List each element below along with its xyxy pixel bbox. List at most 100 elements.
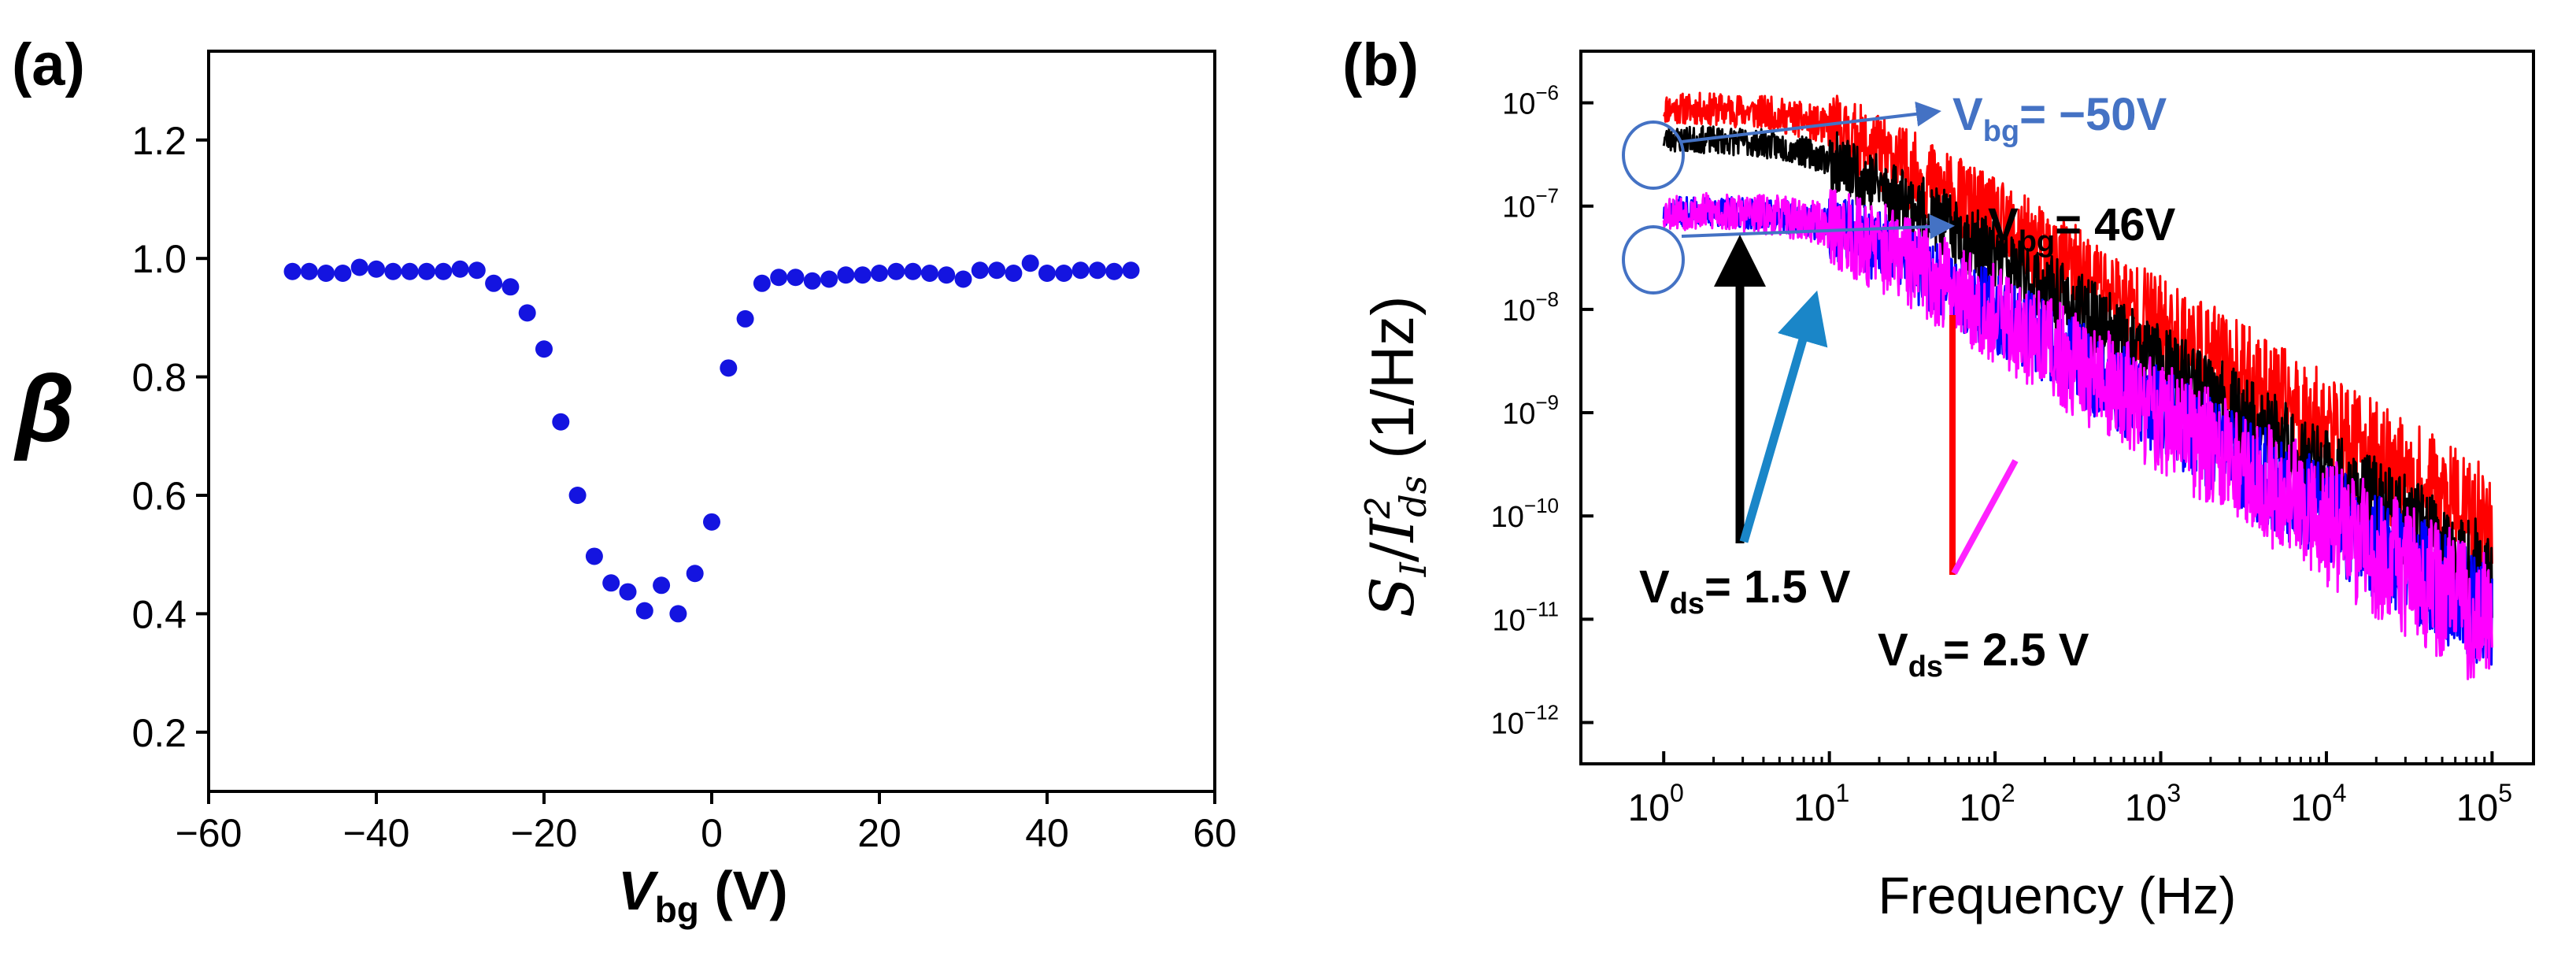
panel-b-y-tick-label: 10−9 — [1502, 391, 1559, 431]
panel-a-data-point — [602, 574, 620, 592]
panel-a-x-tick-label: 40 — [1025, 811, 1069, 855]
label-vbg-bottom: Vbg= 46V — [1988, 199, 2176, 258]
panel-a-data-point — [435, 262, 453, 280]
panel-a-xlabel-main: V — [618, 860, 659, 921]
panel-a-data-point — [720, 359, 738, 377]
panel-a-data-point — [904, 262, 922, 280]
panel-b-x-tick-label: 105 — [2456, 779, 2512, 829]
panel-b-ylabel-i-sub: ds — [1392, 476, 1434, 517]
panel-b-y-tick-label: 10−12 — [1491, 701, 1559, 741]
panel-a-x-tick-label: 0 — [701, 811, 723, 855]
panel-a-data-point — [502, 278, 520, 296]
label-vds-low-text: = 1.5 V — [1704, 561, 1851, 613]
panel-b-series — [1662, 91, 2493, 680]
panel-a-data-point — [300, 262, 318, 280]
panel-a-data-point — [1088, 261, 1106, 280]
panel-a-data-point — [736, 309, 754, 328]
panel-a-data-point — [1105, 262, 1123, 280]
panel-a-data-point — [1021, 254, 1039, 272]
panel-a-data-point — [468, 261, 486, 280]
panel-b-xlabel: Frequency (Hz) — [1878, 866, 2237, 924]
arrow-vds-low-teal — [1739, 290, 1828, 543]
panel-a-y-tick-label: 0.4 — [131, 592, 187, 636]
panel-a-y-tick-label: 0.6 — [131, 474, 187, 518]
panel-a: (a) β 0.2 0.4 0.6 0.8 1.0 1.2 −60 −40 −20 0 20 40 6… — [12, 31, 1237, 930]
panel-a-x-tick-label: −60 — [176, 811, 242, 855]
panel-a-data-point — [669, 605, 687, 623]
label-vds-high-sub: ds — [1908, 650, 1943, 684]
label-vbg-top-v: V — [1952, 89, 1983, 140]
panel-a-data-point — [1005, 265, 1023, 282]
panel-b-x-tick-label: 104 — [2290, 779, 2346, 829]
panel-a-data-point — [853, 266, 872, 284]
panel-a-data-point — [653, 576, 671, 595]
panel-a-data-point — [350, 258, 368, 276]
panel-a-data-point — [753, 274, 771, 292]
panel-a-data-point — [401, 262, 419, 280]
circle-top-marker — [1622, 120, 1685, 190]
panel-a-data-point — [317, 265, 335, 282]
panel-a-data-point — [451, 260, 469, 278]
panel-a-data-point — [871, 265, 888, 282]
panel-b-ylabel-s-sub: I — [1392, 561, 1434, 577]
panel-a-xlabel-unit: (V) — [699, 860, 788, 921]
panel-b-x-ticks: 100 101 102 103 104 105 — [1628, 751, 2512, 829]
panel-a-plot-frame — [207, 50, 1216, 793]
panel-a-x-tick-label: 60 — [1193, 811, 1237, 855]
panel-a-data-point — [786, 269, 805, 287]
label-vbg-bottom-sub: bg — [2019, 225, 2055, 258]
panel-a-x-tick-label: −40 — [343, 811, 410, 855]
label-vds-low: Vds= 1.5 V — [1639, 561, 1851, 621]
panel-a-data-point — [368, 260, 385, 278]
panel-a-data-point — [887, 262, 905, 280]
panel-a-data-point — [619, 583, 637, 601]
panel-a-data-point — [1038, 265, 1056, 282]
panel-a-data-point — [837, 266, 855, 284]
panel-a-data-point — [1071, 261, 1090, 280]
panel-a-data-point — [535, 340, 553, 358]
label-vds-low-sub: ds — [1670, 587, 1704, 621]
panel-b-ylabel-s: S — [1357, 576, 1427, 617]
arrow-vbg-top — [1681, 101, 1941, 143]
panel-a-data-point — [803, 272, 821, 290]
panel-b-series-line — [1662, 188, 2493, 680]
arrow-vds-high-magenta — [1951, 459, 2019, 575]
panel-a-data-point — [518, 304, 536, 322]
panel-a-ylabel: β — [13, 356, 74, 461]
panel-a-data-point — [552, 413, 570, 431]
panel-b-label: (b) — [1342, 31, 1419, 98]
label-vbg-bottom-text: = 46V — [2055, 199, 2175, 250]
panel-b-plot-frame — [1579, 50, 2535, 765]
label-vbg-top-text: = −50V — [2019, 89, 2167, 140]
arrow-vbg-bottom — [1681, 213, 1955, 239]
panel-a-x-tick-label: −20 — [511, 811, 578, 855]
panel-a-data-point — [334, 265, 352, 282]
panel-a-data-point — [988, 261, 1006, 280]
panel-a-data-point — [954, 270, 972, 288]
panel-b-ylabel-i: I — [1357, 517, 1427, 543]
panel-a-data-point — [686, 565, 704, 583]
label-vbg-bottom-v: V — [1988, 199, 2019, 250]
panel-b-y-tick-label: 10−7 — [1502, 184, 1559, 224]
panel-a-data-point — [1055, 265, 1073, 282]
panel-a-label: (a) — [12, 31, 85, 98]
panel-a-y-tick-label: 0.8 — [131, 356, 187, 400]
panel-b-y-tick-label: 10−8 — [1502, 287, 1559, 328]
panel-a-data-point — [485, 274, 503, 292]
panel-a-x-tick-label: 20 — [857, 811, 901, 855]
panel-b-ylabel-unit: (1/Hz) — [1360, 296, 1427, 476]
panel-b-y-tick-label: 10−10 — [1491, 494, 1559, 534]
panel-b-ylabel: SI/I2ds (1/Hz) — [1356, 296, 1434, 618]
panel-a-data-point — [971, 261, 989, 280]
label-vds-high-text: = 2.5 V — [1943, 624, 2089, 676]
panel-a-x-ticks: −60 −40 −20 0 20 40 60 — [176, 791, 1237, 855]
panel-b-x-tick-label: 103 — [2125, 779, 2181, 829]
label-vbg-top-sub: bg — [1983, 115, 2019, 148]
panel-a-data-points — [283, 254, 1140, 623]
label-vds-high: Vds= 2.5 V — [1878, 624, 2089, 684]
panel-a-y-tick-label: 0.2 — [131, 711, 187, 755]
panel-a-y-tick-label: 1.0 — [131, 237, 187, 281]
panel-a-data-point — [820, 270, 838, 288]
circle-bottom-marker — [1622, 225, 1685, 295]
